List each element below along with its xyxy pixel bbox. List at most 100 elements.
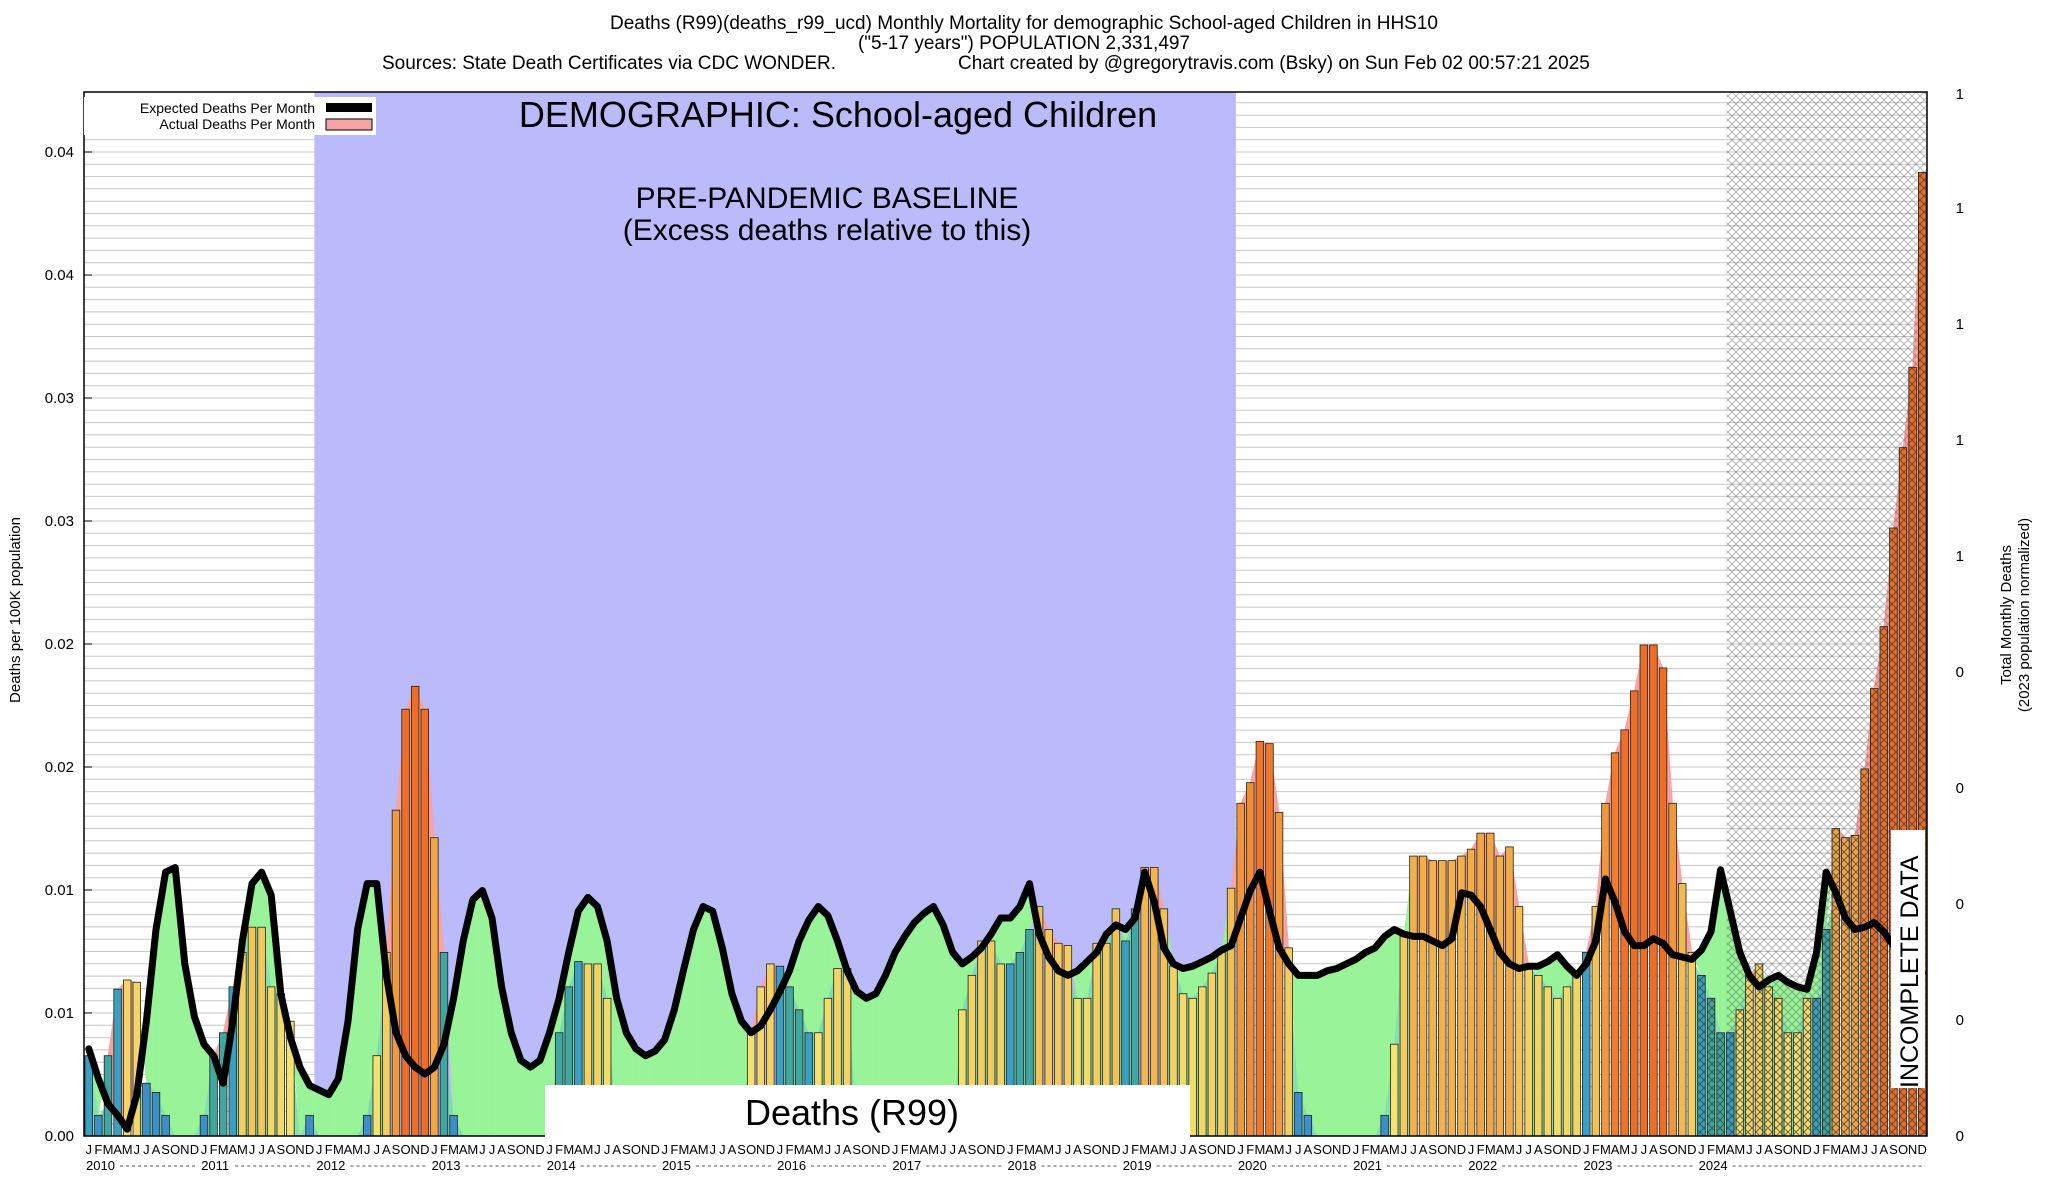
month-label: A [1879,1142,1888,1157]
month-label: J [1285,1142,1292,1157]
month-label: O [401,1142,411,1157]
month-label: M [352,1142,363,1157]
month-label: F [786,1142,794,1157]
right-tick-label: 0 [1956,1128,1964,1145]
month-label: S [1198,1142,1207,1157]
month-label: J [1813,1142,1820,1157]
excess-fill [472,889,483,1137]
month-label: F [1016,1142,1024,1157]
bar-hatch [1726,1032,1735,1136]
baseline-label-line1: PRE-PANDEMIC BASELINE [636,182,1019,215]
month-label: M [1715,1142,1726,1157]
month-label: A [920,1142,929,1157]
month-label: S [1774,1142,1783,1157]
year-label: 2024 [1699,1158,1728,1173]
bar [1582,952,1591,1137]
month-label: S [1083,1142,1092,1157]
month-label: A [958,1142,967,1157]
month-label: M [467,1142,478,1157]
year-label: 2011 [201,1158,229,1173]
excess-fill [1317,970,1328,1137]
month-label: M [1504,1142,1515,1157]
month-label: M [103,1142,114,1157]
month-label: M [122,1142,133,1157]
bar-hatch [1880,626,1888,1136]
month-label: F [94,1142,102,1157]
bar [199,1114,209,1137]
month-label: M [1254,1142,1265,1157]
month-label: M [1139,1142,1150,1157]
month-label: M [218,1142,229,1157]
bar [1534,974,1543,1137]
chart-title: Deaths (R99)(deaths_r99_ucd) Monthly Mor… [610,13,1438,34]
month-label: A [228,1142,237,1157]
bar [372,1055,381,1137]
month-label: J [1122,1142,1129,1157]
right-tick-label: 1 [1956,86,1964,103]
bar [1687,952,1697,1137]
bar [1188,997,1197,1137]
y-tick-label: 0.01 [45,1005,74,1022]
excess-fill [530,1059,541,1137]
excess-fill [1000,917,1011,965]
bar [391,809,401,1137]
year-label: 2021 [1353,1158,1382,1173]
bar [1274,812,1284,1137]
bar [430,837,439,1137]
bar [1610,752,1620,1137]
month-label: J [1295,1142,1302,1157]
bar-hatch [1697,975,1706,1136]
month-label: F [1246,1142,1254,1157]
month-label: A [382,1142,391,1157]
month-label: J [709,1142,716,1157]
month-label: J [86,1142,93,1157]
month-label: M [1830,1142,1841,1157]
legend-expected-label: Expected Deaths Per Month [140,100,315,116]
year-label: 2018 [1008,1158,1037,1173]
month-label: D [1687,1142,1696,1157]
month-label: M [333,1142,344,1157]
month-label: M [1024,1142,1035,1157]
month-label: M [1619,1142,1630,1157]
year-label: 2016 [777,1158,806,1173]
month-label: O [1668,1142,1678,1157]
bar [362,1114,372,1137]
month-label: S [1544,1142,1553,1157]
month-label: D [996,1142,1005,1157]
right-tick-label: 1 [1956,200,1964,217]
month-label: A [1726,1142,1735,1157]
month-label: J [1237,1142,1244,1157]
month-label: N [1102,1142,1111,1157]
month-label: J [719,1142,726,1157]
month-label: A [1419,1142,1428,1157]
month-label: J [1746,1142,1753,1157]
month-label: A [497,1142,506,1157]
right-axis-label-line2: (2023 population normalized) [2016,518,2033,712]
year-label: 2010 [86,1158,115,1173]
month-label: D [1572,1142,1581,1157]
month-label: J [143,1142,150,1157]
month-label: O [516,1142,526,1157]
bar-hatch [1812,998,1821,1136]
bar [1553,997,1562,1137]
bar-hatch [1851,835,1859,1136]
month-label: S [622,1142,631,1157]
bar [1207,972,1217,1137]
bar-hatch [1745,975,1754,1136]
bar [1409,855,1418,1137]
month-label: F [1131,1142,1139,1157]
bar-hatch [1899,447,1907,1137]
month-label: J [825,1142,832,1157]
month-label: N [526,1142,535,1157]
month-label: J [1583,1142,1590,1157]
month-label: F [440,1142,448,1157]
bar-hatch [1716,1032,1725,1136]
bar [1649,644,1658,1137]
bar [1562,986,1572,1137]
month-label: M [1600,1142,1611,1157]
legend-actual-label: Actual Deaths Per Month [159,116,315,132]
right-axis-label-line1: Total Monthly Deaths [1998,545,2015,685]
bar [1476,832,1485,1137]
month-label: J [1065,1142,1072,1157]
month-label: J [1180,1142,1187,1157]
